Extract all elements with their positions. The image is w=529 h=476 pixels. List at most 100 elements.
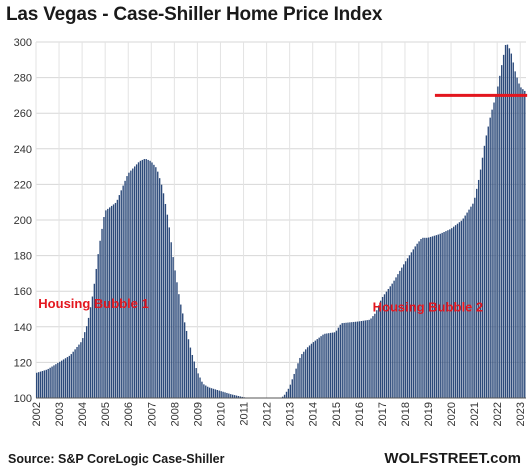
- bar: [456, 223, 459, 398]
- bar: [91, 296, 94, 398]
- bar: [112, 204, 115, 398]
- bar: [285, 391, 288, 398]
- x-tick-label: 2008: [169, 402, 181, 426]
- x-tick-label: 2017: [377, 402, 389, 426]
- bar: [114, 202, 117, 398]
- bar: [64, 358, 67, 398]
- bar: [330, 332, 332, 398]
- x-axis: 2002 2003 2004 2005 2006 2007 2008 2009 2010 2011…: [31, 402, 527, 426]
- bar: [199, 377, 201, 398]
- bar: [232, 394, 234, 398]
- bar: [428, 237, 430, 398]
- bar: [36, 372, 38, 398]
- bar: [141, 159, 144, 398]
- bar: [85, 326, 88, 398]
- brand-logo: WOLFSTREET.com: [384, 450, 521, 467]
- bar: [366, 320, 368, 399]
- bar: [424, 237, 426, 398]
- x-tick-label: 2011: [239, 402, 251, 426]
- bar: [228, 393, 230, 398]
- bar: [370, 318, 372, 398]
- bar: [372, 316, 374, 398]
- x-tick-label: 2014: [308, 402, 320, 426]
- bar: [383, 294, 386, 398]
- bar: [130, 170, 132, 398]
- bar: [224, 392, 226, 398]
- bar: [193, 361, 195, 398]
- y-tick-label: 100: [14, 393, 32, 405]
- bar: [178, 294, 180, 398]
- bar: [439, 233, 441, 398]
- bar: [153, 164, 155, 398]
- x-tick-label: 2022: [492, 402, 504, 426]
- bar: [381, 296, 384, 398]
- bar: [443, 232, 445, 398]
- bar: [68, 355, 71, 398]
- bar: [299, 357, 301, 398]
- bar: [324, 333, 326, 398]
- bar: [395, 277, 397, 398]
- bar: [308, 345, 311, 398]
- bar: [412, 249, 415, 398]
- annotation-label: Housing Bubble 1: [38, 296, 149, 311]
- bar: [408, 255, 411, 398]
- bar: [343, 322, 345, 398]
- bar: [51, 366, 53, 398]
- annotations: Housing Bubble 1 Housing Bubble 2: [38, 93, 528, 315]
- bar: [185, 330, 188, 398]
- bar: [105, 210, 107, 398]
- bar: [403, 264, 405, 398]
- bar: [479, 169, 482, 398]
- x-tick-label: 2005: [100, 402, 112, 426]
- bar: [401, 267, 403, 398]
- bar: [512, 62, 514, 398]
- bar: [128, 172, 130, 398]
- x-tick-label: 2013: [285, 402, 297, 426]
- bar: [351, 322, 353, 398]
- bar: [281, 396, 284, 398]
- bar: [143, 159, 145, 398]
- bar: [502, 54, 505, 399]
- y-tick-label: 120: [14, 357, 32, 369]
- bar: [76, 346, 78, 398]
- y-tick-label: 220: [14, 179, 32, 191]
- bar: [103, 217, 105, 398]
- bar: [172, 257, 174, 398]
- bar: [126, 176, 128, 398]
- bar: [335, 330, 338, 398]
- y-tick-label: 280: [14, 73, 32, 85]
- bar: [303, 351, 305, 398]
- bar: [349, 322, 351, 398]
- bar: [134, 166, 136, 398]
- bar: [447, 230, 449, 398]
- bar: [60, 360, 63, 398]
- bar: [45, 369, 47, 398]
- bar: [341, 323, 343, 398]
- x-tick-label: 2006: [123, 402, 135, 426]
- bar: [120, 190, 122, 398]
- bar: [347, 322, 349, 398]
- bar: [295, 368, 297, 398]
- bar: [207, 386, 209, 398]
- bar: [39, 371, 42, 398]
- bar: [493, 102, 495, 399]
- y-tick-label: 300: [14, 37, 32, 49]
- bar: [287, 388, 290, 398]
- bar: [339, 324, 341, 398]
- bar: [226, 392, 228, 398]
- bar: [107, 208, 109, 399]
- bar: [164, 203, 167, 398]
- bar: [358, 321, 361, 398]
- bar: [501, 65, 503, 398]
- x-tick-label: 2012: [262, 402, 274, 426]
- bar: [116, 199, 119, 398]
- bar: [310, 343, 313, 398]
- bar: [391, 283, 393, 398]
- bar: [162, 193, 165, 398]
- bar: [297, 363, 299, 398]
- bar: [387, 288, 390, 398]
- bar: [485, 135, 488, 398]
- bar: [233, 395, 236, 398]
- bar: [333, 332, 336, 398]
